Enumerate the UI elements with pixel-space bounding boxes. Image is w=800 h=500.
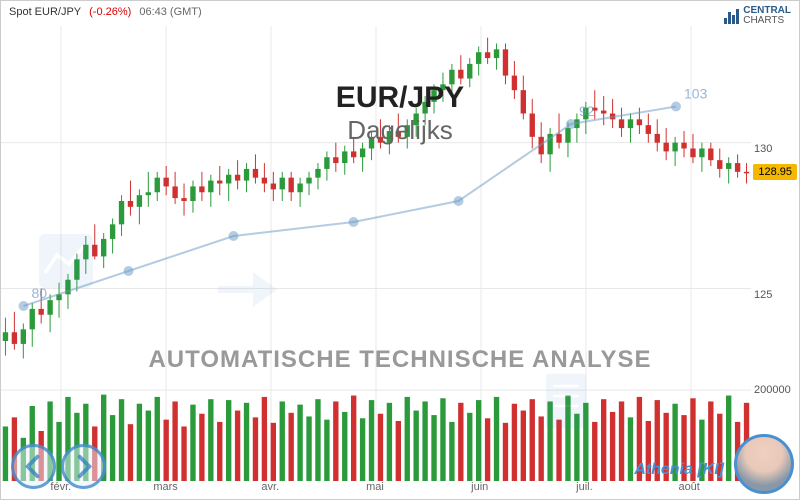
y-tick-130: 130	[754, 143, 772, 155]
x-axis: févr.marsavr.maijuinjuil.août	[1, 481, 749, 497]
logo-text-2: CHARTS	[743, 16, 791, 26]
change-percent: (-0.26%)	[89, 6, 131, 18]
timestamp: 06:43 (GMT)	[139, 6, 201, 18]
x-tick-label: août	[678, 481, 699, 493]
central-charts-logo: CENTRAL CHARTS	[724, 6, 791, 26]
x-tick-label: mai	[366, 481, 384, 493]
y-tick-volume: 200000	[754, 384, 791, 396]
athenia-label: Athenia [KI]	[634, 461, 724, 479]
svg-text:92: 92	[579, 103, 595, 119]
x-tick-label: avr.	[261, 481, 279, 493]
x-tick-label: mars	[153, 481, 177, 493]
current-price-label: 128.95	[753, 164, 797, 180]
nav-prev-button[interactable]	[11, 444, 56, 489]
chart-area[interactable]: 80 92 103	[1, 26, 749, 479]
nav-next-button[interactable]	[61, 444, 106, 489]
x-tick-label: juin	[471, 481, 488, 493]
y-tick-125: 125	[754, 289, 772, 301]
instrument-name: Spot EUR/JPY	[9, 6, 81, 18]
chart-canvas: 80 92 103	[1, 26, 751, 481]
athenia-avatar[interactable]	[734, 434, 794, 494]
x-tick-label: juil.	[576, 481, 593, 493]
logo-bars-icon	[724, 9, 739, 24]
svg-text:80: 80	[32, 285, 48, 301]
svg-text:103: 103	[684, 86, 708, 102]
chart-header: Spot EUR/JPY (-0.26%) 06:43 (GMT)	[9, 6, 202, 18]
